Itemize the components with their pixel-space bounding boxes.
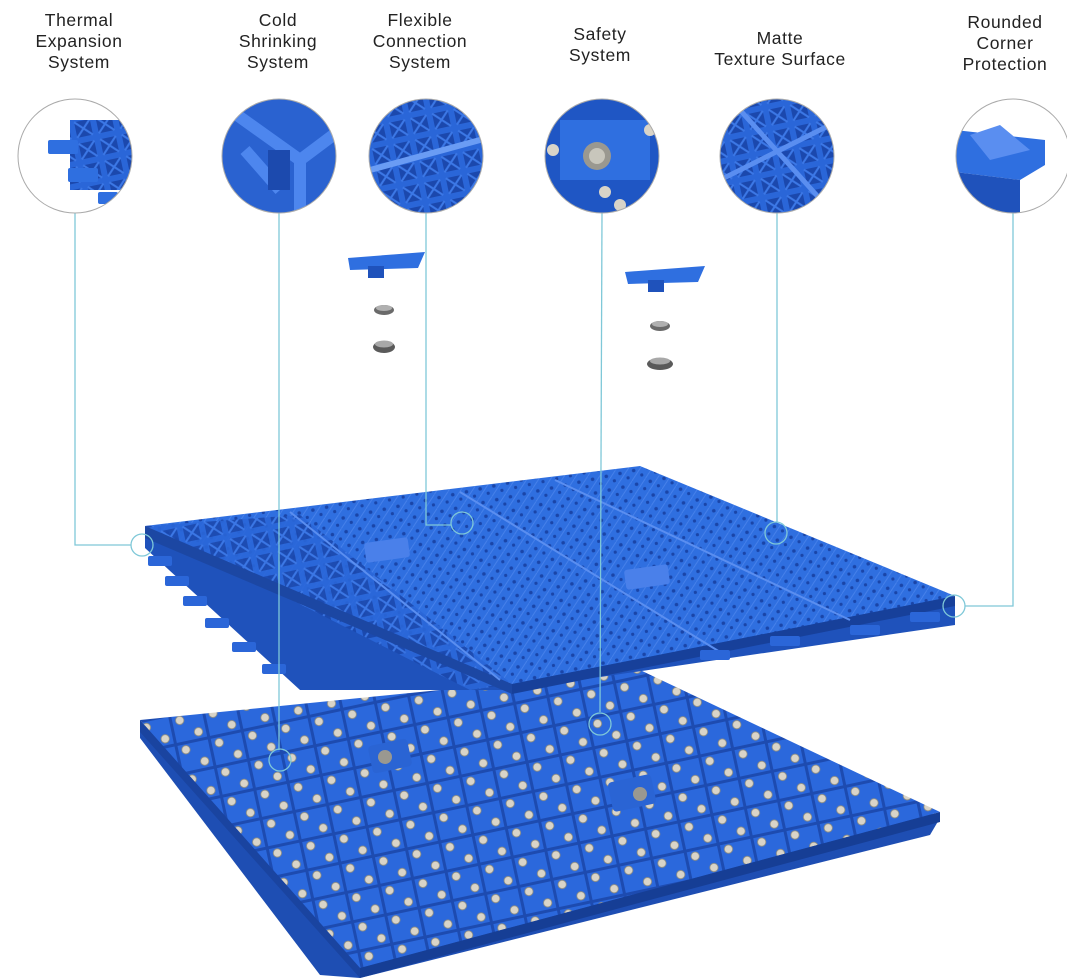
label-line: System xyxy=(48,52,110,72)
label-flexible-connection: Flexible Connection System xyxy=(350,10,490,73)
label-line: System xyxy=(569,45,631,65)
label-line: Shrinking xyxy=(238,31,318,51)
detail-rounded-corner xyxy=(955,98,1067,214)
detail-matte-texture xyxy=(719,98,835,214)
detail-thermal-expansion xyxy=(17,98,133,214)
detail-safety-system xyxy=(544,98,660,214)
label-line: Protection xyxy=(962,54,1048,74)
label-line: Expansion xyxy=(35,31,123,51)
detail-cold-shrinking xyxy=(221,98,337,214)
label-line: Flexible xyxy=(387,10,453,30)
label-line: Corner xyxy=(976,33,1034,53)
label-rounded-corner: Rounded Corner Protection xyxy=(945,12,1065,75)
top-layer xyxy=(145,466,955,694)
label-line: Texture Surface xyxy=(714,49,846,69)
label-line: Cold xyxy=(258,10,298,30)
detail-flexible-connection xyxy=(368,98,484,214)
label-line: System xyxy=(247,52,309,72)
label-line: Safety xyxy=(573,24,627,44)
label-safety-system: Safety System xyxy=(540,24,660,66)
label-line: Rounded xyxy=(967,12,1043,32)
label-cold-shrinking: Cold Shrinking System xyxy=(218,10,338,73)
floating-parts xyxy=(348,252,705,370)
base-layer xyxy=(140,670,940,978)
label-line: Thermal xyxy=(44,10,114,30)
label-line: Connection xyxy=(372,31,468,51)
label-matte-texture: Matte Texture Surface xyxy=(690,28,870,70)
label-line: Matte xyxy=(756,28,804,48)
label-line: System xyxy=(389,52,451,72)
callout-lines xyxy=(74,212,1014,772)
label-thermal-expansion: Thermal Expansion System xyxy=(14,10,144,73)
